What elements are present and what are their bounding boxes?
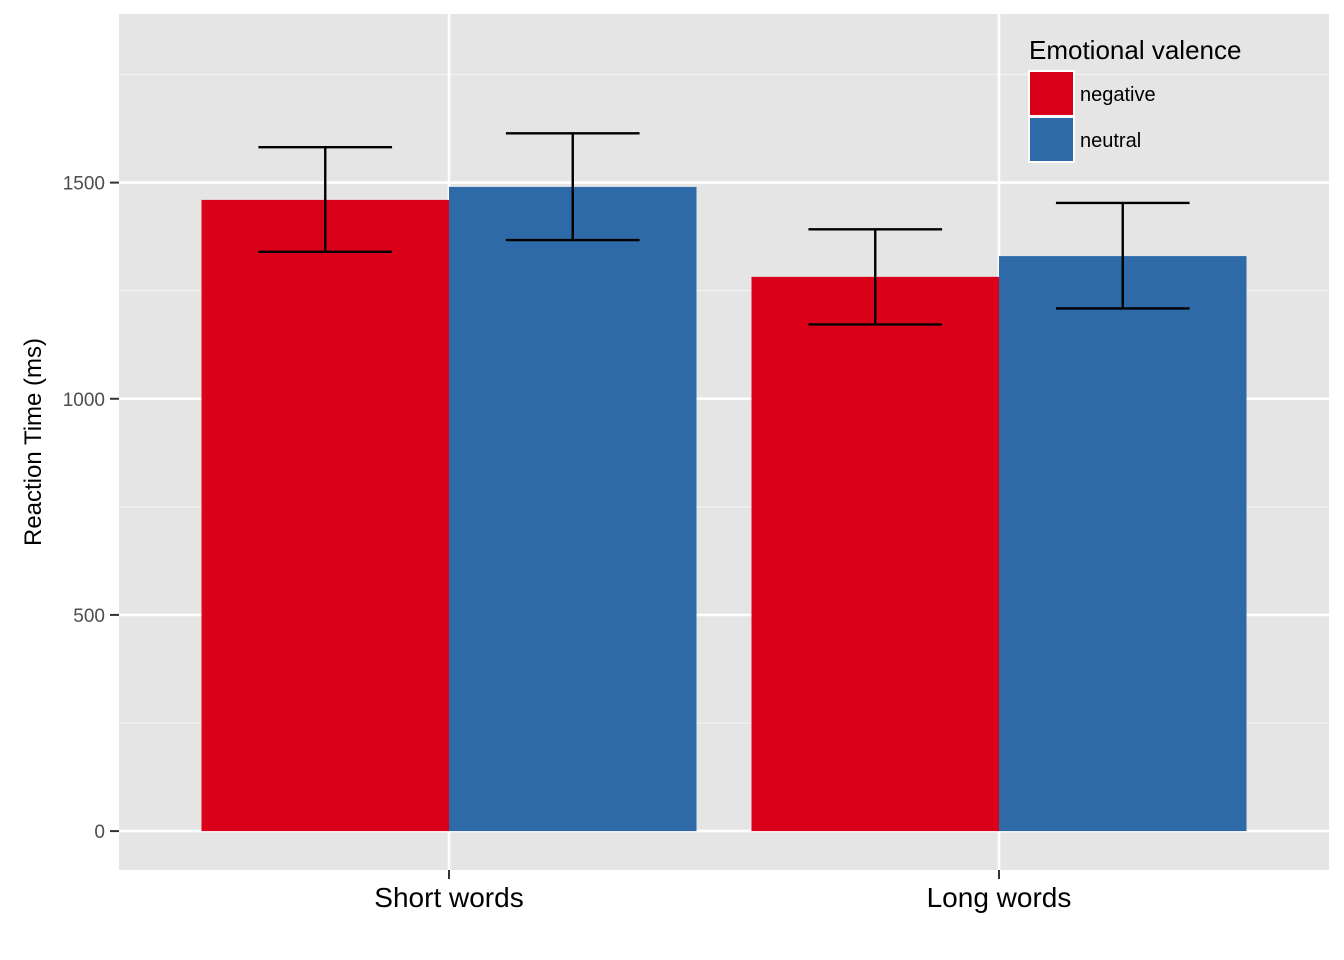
y-axis-title: Reaction Time (ms): [20, 338, 47, 546]
legend-key-negative: [1028, 70, 1075, 117]
legend-title: Emotional valence: [1029, 35, 1241, 65]
bar-negative-1: [201, 199, 449, 832]
x-tick-label: Short words: [374, 882, 523, 913]
error-bar-negative-2: [808, 228, 943, 326]
error-bars: [258, 132, 1190, 326]
y-tick-label: 1000: [63, 390, 105, 411]
legend-key-neutral: [1028, 116, 1075, 163]
error-bar-neutral-2: [1055, 201, 1190, 310]
bars: [201, 186, 1247, 832]
legend: Emotional valence negative neutral: [1028, 35, 1241, 163]
legend-label-neutral: neutral: [1080, 130, 1141, 152]
bar-neutral-2: [999, 256, 1247, 832]
y-tick-label: 1500: [63, 174, 105, 195]
y-axis: 0 500 1000 1500: [63, 174, 119, 843]
y-tick-label: 500: [73, 606, 105, 627]
bar-negative-2: [751, 276, 999, 832]
error-bar-negative-1: [258, 145, 393, 253]
y-tick-label: 0: [94, 822, 105, 843]
x-tick-label: Long words: [927, 882, 1072, 913]
error-bar-neutral-1: [505, 132, 640, 242]
bar-neutral-1: [449, 186, 697, 832]
legend-label-negative: negative: [1080, 84, 1156, 106]
x-axis: Short words Long words: [374, 870, 1071, 913]
